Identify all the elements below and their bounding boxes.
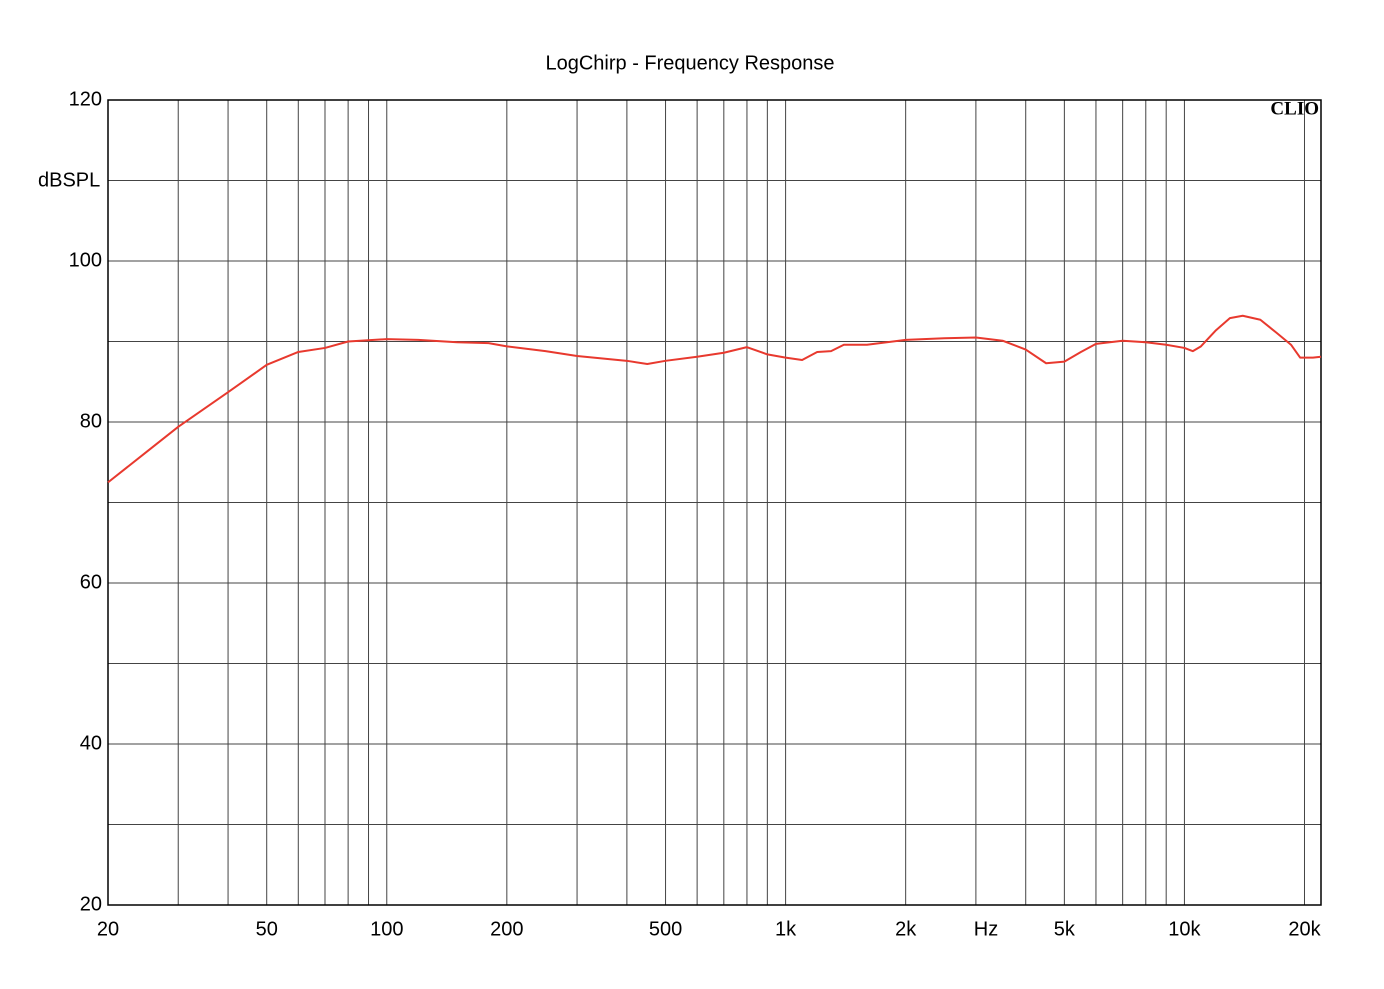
- x-tick-label: 20k: [1288, 918, 1321, 940]
- x-tick-label: 50: [256, 918, 278, 940]
- y-tick-label: 100: [69, 249, 102, 271]
- x-tick-label: 5k: [1054, 918, 1076, 940]
- x-tick-label: 500: [649, 918, 682, 940]
- x-tick-label: 200: [490, 918, 523, 940]
- y-tick-label: 40: [80, 732, 102, 754]
- x-tick-label: 1k: [775, 918, 797, 940]
- y-tick-label: 80: [80, 410, 102, 432]
- y-axis-label: dBSPL: [38, 169, 100, 191]
- y-tick-label: 120: [69, 88, 102, 110]
- x-axis-label: Hz: [974, 918, 998, 940]
- chart-title: LogChirp - Frequency Response: [545, 52, 834, 74]
- response-line: [107, 314, 1322, 484]
- plot-frame: [107, 99, 1322, 906]
- x-tick-label: 2k: [895, 918, 917, 940]
- y-tick-label: 20: [80, 893, 102, 915]
- y-tick-label: 60: [80, 571, 102, 593]
- x-tick-label: 100: [370, 918, 403, 940]
- watermark: CLIO: [1270, 98, 1319, 119]
- x-tick-label: 20: [97, 918, 119, 940]
- x-tick-label: 10k: [1168, 918, 1201, 940]
